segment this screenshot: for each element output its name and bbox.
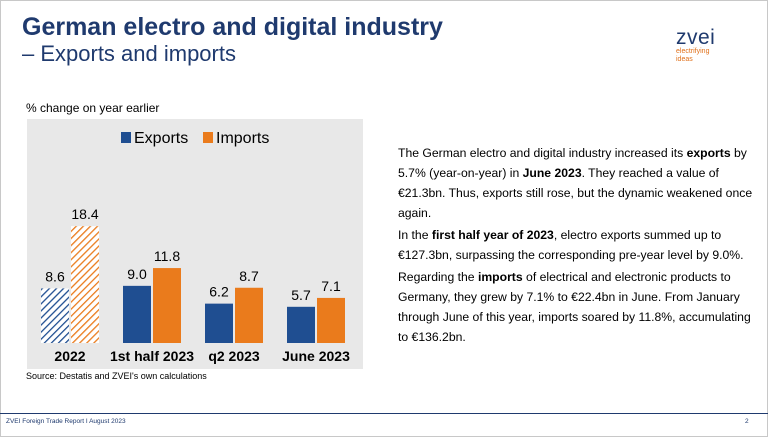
category-label-3: June 2023	[282, 348, 350, 364]
logo-word: zvei	[676, 26, 716, 49]
chart-unit-label: % change on year earlier	[26, 101, 160, 115]
footer-divider	[0, 413, 768, 414]
footer-text: ZVEI Foreign Trade Report I August 2023	[6, 418, 126, 425]
commentary-text: The German electro and digital industry …	[398, 143, 760, 349]
logo-tagline-2: ideas	[676, 56, 693, 63]
data-label-imports-2: 8.7	[239, 268, 259, 284]
zvei-logo: zvei electrifying ideas	[676, 26, 756, 64]
legend-label-exports: Exports	[134, 130, 188, 147]
bar-exports-2	[205, 303, 233, 343]
bar-chart: Exports Imports 8.6 18.4 9.0 11.8 6.2 8.7 5.7 7.…	[41, 130, 350, 364]
data-label-exports-3: 5.7	[291, 287, 311, 303]
data-label-imports-1: 11.8	[154, 248, 180, 264]
commentary-paragraph-imports: Regarding the imports of electrical and …	[398, 267, 760, 347]
bold-text-run: 2023	[554, 166, 582, 180]
bar-imports-1	[153, 268, 181, 343]
bold-text-run: imports	[477, 270, 523, 284]
text-run: The German electro and digital industry …	[398, 146, 687, 160]
commentary-paragraph-first-half: In the first half year of 2023, electro …	[398, 225, 760, 265]
text-run: Regarding the	[398, 270, 478, 284]
category-label-1: 1st half 2023	[110, 348, 194, 364]
text-run: , electro exports summed up to €127.3bn,…	[398, 228, 744, 262]
chart-bars	[41, 226, 345, 343]
category-label-2: q2 2023	[208, 348, 260, 364]
data-label-exports-1: 9.0	[127, 266, 147, 282]
text-run: . They reached a value of €21.3bn. Thus,…	[398, 166, 753, 220]
slide-subtitle: – Exports and imports	[22, 41, 236, 66]
chart-source: Source: Destatis and ZVEI's own calculat…	[26, 371, 207, 381]
data-label-imports-0: 18.4	[71, 206, 98, 222]
chart-legend: Exports Imports	[121, 130, 269, 147]
bar-imports-2	[235, 287, 263, 343]
page-number: 2	[745, 418, 749, 425]
category-label-0: 2022	[54, 348, 85, 364]
text-run: In the	[398, 228, 432, 242]
bar-imports-3	[317, 297, 345, 343]
bar-exports-3	[287, 306, 315, 343]
data-label-imports-3: 7.1	[321, 278, 341, 294]
data-label-exports-0: 8.6	[45, 268, 65, 284]
slide-title: German electro and digital industry	[22, 13, 443, 41]
bar-exports-0	[41, 288, 69, 343]
bold-text-run: exports	[686, 146, 731, 160]
commentary-paragraph-exports: The German electro and digital industry …	[398, 143, 760, 223]
text-run: of electrical and electronic products to…	[398, 270, 751, 344]
bar-exports-1	[123, 285, 151, 343]
logo-tagline-1: electrifying	[676, 48, 710, 55]
chart-data-labels: 8.6 18.4 9.0 11.8 6.2 8.7 5.7 7.1	[45, 206, 341, 303]
bold-text-run: first half year of 2023	[431, 228, 554, 242]
legend-swatch-imports	[203, 132, 213, 143]
bold-text-run: June	[522, 166, 552, 180]
legend-swatch-exports	[121, 132, 131, 143]
text-run: by 5.7% (year-on-year) in	[398, 146, 747, 180]
data-label-exports-2: 6.2	[209, 284, 229, 300]
legend-label-imports: Imports	[216, 130, 269, 147]
chart-category-labels: 2022 1st half 2023 q2 2023 June 2023	[54, 348, 350, 364]
bar-imports-0	[71, 226, 99, 343]
